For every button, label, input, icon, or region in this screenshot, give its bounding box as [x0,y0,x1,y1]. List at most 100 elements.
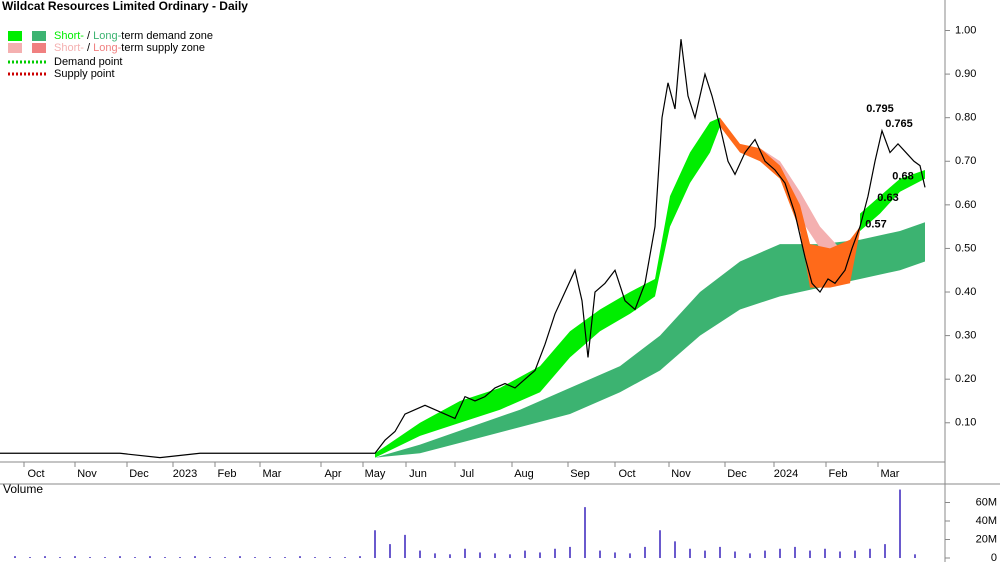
volume-bar [899,489,901,558]
volume-bar [44,556,46,558]
volume-bar [659,530,661,558]
legend-part: / [84,30,93,42]
x-tick-label: Feb [218,468,237,480]
volume-bar [224,557,226,558]
volume-title: Volume [3,482,43,496]
volume-bar [629,553,631,558]
legend-part: / [84,42,93,54]
volume-bar [569,546,571,558]
volume-bar [719,546,721,558]
y-tick-label: 0 [991,552,997,562]
volume-bar [284,557,286,558]
volume-bar [824,548,826,558]
legend-label: Demand point [54,56,123,68]
x-tick-label: May [365,468,386,480]
volume-bar [809,550,811,558]
y-tick-label: 1.00 [955,24,976,36]
y-tick-label: 60M [976,496,997,508]
volume-bar [554,548,556,558]
volume-bar [89,557,91,558]
volume-bar [449,554,451,558]
legend-label: Supply point [54,68,115,80]
legend-part: term demand zone [121,30,213,42]
zone [720,117,860,288]
volume-bar [74,556,76,558]
legend-swatch [32,43,46,53]
volume-bar [884,544,886,558]
volume-bar [149,556,151,558]
volume-bar [749,553,751,558]
volume-bar [614,552,616,558]
volume-bar [14,556,16,558]
x-tick-label: Jun [409,468,427,480]
volume-bar [584,507,586,558]
volume-bar [29,557,31,558]
volume-bar [374,530,376,558]
y-tick-label: 0.30 [955,330,976,342]
zone [375,117,925,458]
volume-bar [164,557,166,558]
x-tick-label: Mar [263,468,282,480]
y-tick-label: 0.60 [955,199,976,211]
x-tick-label: Dec [727,468,747,480]
x-tick-label: Mar [881,468,900,480]
x-tick-label: Nov [671,468,691,480]
chart-title: Wildcat Resources Limited Ordinary - Dai… [2,0,248,13]
volume-bar [119,556,121,558]
volume-bar [239,556,241,558]
volume-bar [209,557,211,558]
annotation: 0.63 [877,192,898,204]
volume-bar [104,557,106,558]
legend-part: Short- [54,30,84,42]
y-tick-label: 20M [976,533,997,545]
x-tick-label: Sep [570,468,590,480]
annotation: 0.765 [885,118,913,130]
volume-bar [419,550,421,558]
legend-part: Short- [54,42,84,54]
y-tick-label: 0.10 [955,417,976,429]
volume-bar [314,557,316,558]
volume-bar [734,551,736,558]
y-tick-label: 0.90 [955,68,976,80]
volume-bar [794,546,796,558]
volume-bar [914,554,916,558]
x-tick-label: Aug [514,468,534,480]
y-tick-label: 0.50 [955,242,976,254]
volume-bar [509,554,511,558]
volume-bar [674,541,676,558]
zone [375,222,925,458]
volume-bar [299,556,301,558]
volume-bar [854,550,856,558]
volume-bar [839,551,841,558]
legend-label: Short- / Long-term demand zone [54,30,213,42]
legend-swatch [8,31,22,41]
legend-part: term supply zone [121,42,205,54]
annotation: 0.57 [865,218,886,230]
volume-bar [179,557,181,558]
volume-bar [329,557,331,558]
volume-bar [764,550,766,558]
volume-bar [479,552,481,558]
x-tick-label: Nov [77,468,97,480]
price-line [0,39,926,459]
x-tick-label: 2024 [774,468,798,480]
volume-bar [644,546,646,558]
legend-swatch [32,31,46,41]
x-tick-label: Feb [829,468,848,480]
x-tick-label: Oct [618,468,635,480]
y-tick-label: 40M [976,515,997,527]
y-tick-label: 0.70 [955,155,976,167]
volume-bar [494,553,496,558]
legend-swatch [8,43,22,53]
legend-part: Long- [93,42,121,54]
x-tick-label: Apr [324,468,341,480]
volume-bar [869,548,871,558]
y-tick-label: 0.20 [955,373,976,385]
volume-bar [134,557,136,558]
x-tick-label: Jul [460,468,474,480]
volume-bar [59,557,61,558]
volume-bar [344,557,346,558]
x-tick-label: 2023 [173,468,197,480]
annotation: 0.795 [866,103,894,115]
